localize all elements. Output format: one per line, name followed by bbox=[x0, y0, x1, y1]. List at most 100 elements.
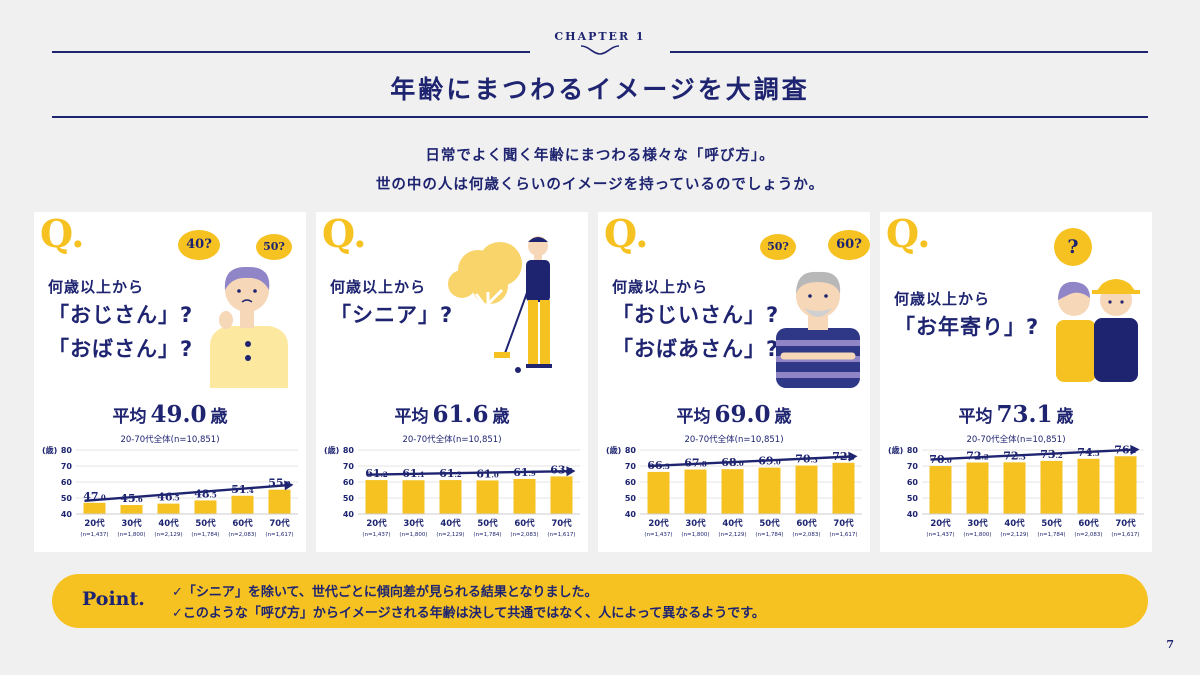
bar bbox=[231, 495, 254, 514]
y-tick-label: 40 bbox=[61, 510, 73, 519]
average-number: 61.6 bbox=[432, 401, 489, 428]
bar bbox=[929, 466, 952, 514]
bar bbox=[1040, 460, 1063, 514]
trend-arrow-head bbox=[566, 466, 576, 477]
bar bbox=[966, 462, 989, 514]
x-tick-label: 60代 bbox=[796, 518, 817, 529]
x-tick-label: 20代 bbox=[648, 518, 669, 529]
average-unit: 歳 bbox=[210, 407, 228, 427]
bar bbox=[157, 503, 180, 514]
sample-size-label: (n=1,784) bbox=[755, 532, 783, 538]
y-tick-label: 60 bbox=[61, 478, 73, 487]
x-tick-label: 20代 bbox=[366, 518, 387, 529]
sample-size-label: (n=2,083) bbox=[228, 532, 256, 538]
sample-size-label: (n=1,800) bbox=[117, 532, 145, 538]
y-tick-label: 70 bbox=[625, 462, 637, 471]
bubble-50: 50? bbox=[760, 234, 796, 260]
q-mark: Q. bbox=[322, 212, 367, 256]
average-value: 平均 69.0 歳 bbox=[598, 401, 870, 428]
y-tick-label: 60 bbox=[343, 478, 355, 487]
trend-arrow-head bbox=[848, 451, 858, 462]
bar bbox=[365, 480, 388, 514]
sample-size-label: (n=1,784) bbox=[191, 532, 219, 538]
average-number: 69.0 bbox=[714, 401, 771, 428]
bar bbox=[647, 471, 670, 514]
x-tick-label: 60代 bbox=[1078, 518, 1099, 529]
trend-arrow-line bbox=[366, 469, 570, 476]
question-main-1: 「お年寄り」? bbox=[894, 315, 1040, 339]
question-main-1: 「おじさん」? bbox=[48, 303, 194, 327]
y-tick-label: 50 bbox=[61, 494, 73, 503]
sample-size-label: (n=1,437) bbox=[362, 532, 390, 538]
trend-arrow-line bbox=[84, 484, 288, 502]
average-unit: 歳 bbox=[492, 407, 510, 427]
average-number: 49.0 bbox=[150, 401, 207, 428]
x-tick-label: 20代 bbox=[930, 518, 951, 529]
bar bbox=[194, 500, 217, 514]
sample-size-label: (n=1,617) bbox=[547, 532, 575, 538]
bar bbox=[1003, 462, 1026, 514]
y-tick-label: 50 bbox=[343, 494, 355, 503]
x-tick-label: 70代 bbox=[269, 518, 290, 529]
point-line-1: ✓「シニア」を除いて、世代ごとに傾向差が見られる結果となりました。 bbox=[172, 585, 598, 600]
question-main-2: 「おばさん」? bbox=[48, 337, 194, 361]
bar bbox=[795, 465, 818, 514]
bar bbox=[83, 502, 106, 514]
bar bbox=[550, 476, 573, 514]
sample-size-label: (n=1,800) bbox=[963, 532, 991, 538]
sample-size-label: (n=1,617) bbox=[1111, 532, 1139, 538]
x-tick-label: 30代 bbox=[967, 518, 988, 529]
sample-size-label: (n=1,784) bbox=[473, 532, 501, 538]
bar bbox=[832, 462, 855, 514]
card-ojiisan: Q. 50? 60? 何歳以上から 「おじいさん」? 「おばあさん」? 平均 69… bbox=[598, 212, 870, 552]
x-tick-label: 60代 bbox=[232, 518, 253, 529]
sample-size-label: (n=2,129) bbox=[1000, 532, 1028, 538]
average-value: 平均 73.1 歳 bbox=[880, 401, 1152, 428]
data-label: 48.5 bbox=[194, 487, 217, 500]
y-tick-label: 80 bbox=[61, 446, 73, 455]
sample-size-label: (n=2,083) bbox=[792, 532, 820, 538]
sample-size-label: (n=1,784) bbox=[1037, 532, 1065, 538]
y-tick-label: 70 bbox=[343, 462, 355, 471]
bar bbox=[268, 489, 291, 514]
average-label: 平均 bbox=[112, 407, 147, 427]
x-tick-label: 40代 bbox=[158, 518, 179, 529]
question-text: 何歳以上から 「おじさん」? 「おばさん」? bbox=[48, 276, 193, 366]
average-unit: 歳 bbox=[774, 407, 792, 427]
y-tick-label: 70 bbox=[907, 462, 919, 471]
x-tick-label: 30代 bbox=[403, 518, 424, 529]
bubble-question: ? bbox=[1054, 228, 1092, 266]
bar bbox=[476, 480, 499, 514]
x-tick-label: 50代 bbox=[759, 518, 780, 529]
sample-size-label: (n=2,083) bbox=[1074, 532, 1102, 538]
question-text: 何歳以上から 「シニア」? bbox=[330, 276, 453, 332]
bar-chart: (歳)405060708066.320代(n=1,437)67.830代(n=1… bbox=[606, 445, 862, 538]
y-axis-label: (歳) bbox=[324, 445, 339, 455]
question-text: 何歳以上から 「おじいさん」? 「おばあさん」? bbox=[612, 276, 779, 366]
question-sub: 何歳以上から bbox=[48, 278, 145, 296]
sample-size-label: (n=1,617) bbox=[829, 532, 857, 538]
q-mark: Q. bbox=[40, 212, 85, 256]
x-tick-label: 70代 bbox=[1115, 518, 1136, 529]
bubble-60: 60? bbox=[828, 230, 870, 260]
q-mark: Q. bbox=[604, 212, 649, 256]
y-tick-label: 80 bbox=[625, 446, 637, 455]
sample-note: 20-70代全体(n=10,851) bbox=[966, 435, 1066, 445]
bubble-40: 40? bbox=[178, 230, 220, 260]
y-tick-label: 50 bbox=[907, 494, 919, 503]
bar bbox=[439, 480, 462, 514]
card-otoshiyori: Q. ? 何歳以上から 「お年寄り」? 平均 73.1 歳 20-70代全体(n=1… bbox=[880, 212, 1152, 552]
bar-chart: (歳)405060708070.020代(n=1,437)72.230代(n=1… bbox=[888, 444, 1144, 538]
q-mark: Q. bbox=[886, 212, 931, 256]
average-value: 平均 61.6 歳 bbox=[316, 401, 588, 428]
sample-size-label: (n=1,437) bbox=[80, 532, 108, 538]
sample-note: 20-70代全体(n=10,851) bbox=[402, 435, 502, 445]
sample-note: 20-70代全体(n=10,851) bbox=[120, 435, 220, 445]
x-tick-label: 20代 bbox=[84, 518, 105, 529]
bar-chart: (歳)405060708061.220代(n=1,437)61.130代(n=1… bbox=[324, 445, 580, 538]
sample-size-label: (n=2,129) bbox=[436, 532, 464, 538]
average-value: 平均 49.0 歳 bbox=[34, 401, 306, 428]
intro-line-2: 世の中の人は何歳くらいのイメージを持っているのでしょうか。 bbox=[375, 177, 825, 193]
title-underline bbox=[52, 116, 1148, 118]
page-title: 年齢にまつわるイメージを大調査 bbox=[390, 75, 810, 104]
